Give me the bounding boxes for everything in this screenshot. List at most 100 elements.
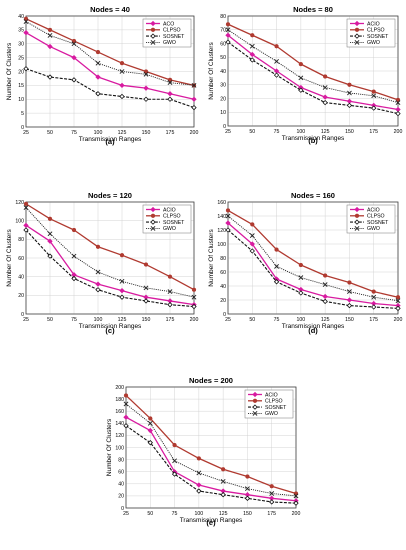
legend-label: GWO [367, 40, 380, 46]
data-point [191, 104, 197, 111]
legend-label: ACIO [367, 207, 380, 213]
plot-border [25, 201, 195, 315]
legend-label: ACIO [265, 392, 278, 398]
series-line [25, 32, 195, 100]
data-point [371, 105, 377, 111]
data-point [225, 208, 231, 213]
data-point [225, 22, 231, 27]
legend-marker [150, 20, 156, 27]
data-point [191, 287, 197, 292]
data-point [274, 263, 279, 269]
y-tick-label: 160 [115, 409, 124, 415]
legend-marker [354, 33, 360, 39]
data-point [298, 262, 304, 268]
x-tick-label: 200 [394, 317, 403, 323]
legend-marker [150, 225, 156, 231]
data-point [269, 491, 275, 496]
panel-caption: (e) [206, 518, 216, 527]
x-tick-label: 100 [297, 129, 306, 135]
y-tick-label: 120 [115, 433, 124, 439]
legend-label: GWO [265, 411, 278, 417]
data-point [147, 420, 153, 426]
data-point [220, 492, 226, 498]
data-point [95, 281, 101, 287]
data-point [71, 38, 77, 44]
series-line [227, 215, 399, 302]
y-axis-label: Number Of Clusters [6, 229, 13, 287]
y-tick-label: 0 [223, 312, 226, 318]
data-point [322, 273, 328, 278]
data-point [47, 43, 53, 50]
series-sosnet [225, 227, 401, 312]
y-tick-label: 10 [220, 110, 226, 116]
data-point [249, 248, 255, 254]
legend-marker [150, 206, 156, 213]
legend-marker [252, 404, 258, 410]
data-point [47, 231, 53, 237]
data-point [147, 439, 153, 446]
legend-label: GWO [163, 40, 176, 46]
legend-marker [150, 213, 156, 218]
x-tick-label: 50 [249, 317, 255, 323]
y-tick-label: 100 [15, 218, 24, 224]
data-point [371, 93, 377, 99]
y-tick-label: 20 [220, 96, 226, 102]
x-tick-label: 50 [147, 511, 153, 517]
y-tick-label: 180 [115, 397, 124, 403]
data-point [395, 295, 401, 300]
legend-label: SOSNET [163, 220, 185, 226]
data-point [71, 41, 77, 47]
series-line [25, 207, 195, 298]
chart-panel-5: 0 20 40 60 80 100 120 140 160 180 200 25 50 75 100 125 1… [106, 376, 300, 527]
chart-title: Nodes = 40 [90, 5, 130, 14]
y-tick-label: 40 [220, 69, 226, 75]
data-point [225, 32, 231, 38]
data-point [47, 27, 53, 33]
chart-panel-1: 0 5 10 15 20 25 30 35 40 25 50 75 100 125 150 175 200 Nod… [6, 5, 198, 146]
y-tick-label: 60 [118, 470, 124, 476]
data-point [371, 294, 377, 300]
data-point [196, 470, 202, 476]
y-tick-label: 15 [18, 83, 24, 89]
series-clpso [23, 201, 197, 292]
y-axis-label: Number Of Clusters [208, 229, 215, 287]
data-point [95, 269, 101, 275]
data-point [395, 100, 401, 106]
data-point [293, 500, 299, 506]
data-point [371, 304, 377, 310]
series-line [25, 68, 195, 109]
data-point [220, 467, 226, 472]
legend-label: ACIO [163, 207, 176, 213]
data-point [47, 216, 53, 221]
y-tick-label: 35 [18, 28, 24, 34]
x-tick-label: 25 [23, 130, 29, 136]
data-point [172, 458, 177, 464]
data-point [23, 201, 29, 207]
x-axis-label: Transmission Ranges [282, 323, 345, 330]
data-point [196, 482, 202, 488]
data-point [95, 74, 101, 80]
y-tick-label: 25 [18, 55, 24, 61]
legend-marker [150, 33, 156, 39]
data-point [244, 495, 251, 501]
y-tick-label: 0 [21, 125, 24, 131]
data-point [298, 290, 304, 296]
x-tick-label: 100 [94, 130, 103, 136]
data-point [346, 102, 353, 109]
x-tick-label: 25 [123, 511, 129, 517]
series-line [125, 416, 297, 502]
legend-label: GWO [367, 226, 380, 232]
data-point [346, 302, 353, 309]
legend-label: GWO [163, 226, 176, 232]
y-tick-label: 20 [118, 494, 124, 500]
legend-label: CLPSO [163, 214, 181, 220]
data-point [167, 91, 173, 97]
series-gwo [23, 205, 197, 300]
legend-label: CLPSO [367, 214, 385, 220]
data-point [196, 456, 202, 461]
data-point [220, 478, 226, 484]
data-point [245, 474, 250, 479]
data-point [71, 227, 77, 233]
